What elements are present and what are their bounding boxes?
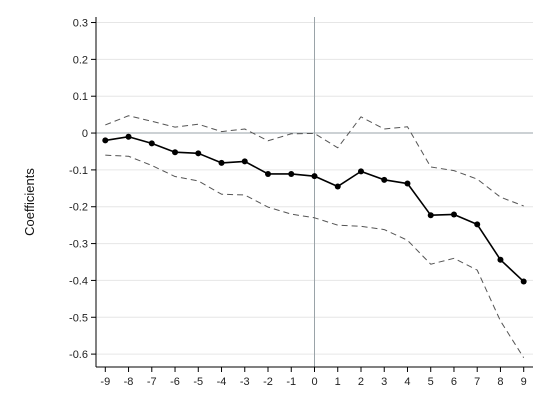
x-tick-label: 5 (428, 376, 434, 388)
coefficient-point (218, 159, 225, 166)
lower-ci-line (105, 154, 525, 359)
y-tick-label: -0.6 (69, 349, 88, 361)
y-tick-label: -0.3 (69, 239, 88, 251)
x-tick-label: -7 (147, 376, 157, 388)
upper-ci-line (105, 115, 524, 207)
axes: 0.3 0.2 0.1 0 -0.1 -0.2 -0.3 -0.4 -0.5 -0.6 -9 -8 -7… (69, 17, 533, 388)
y-axis-title: Coefficients (22, 168, 37, 236)
y-tick-label: -0.4 (69, 275, 88, 287)
x-tick-label: -2 (263, 376, 273, 388)
x-tick-label: 6 (451, 376, 457, 388)
y-tick-label: -0.2 (69, 202, 88, 214)
y-tick-label: 0.3 (73, 18, 88, 30)
coefficient-point (357, 168, 364, 175)
y-tick-label: 0 (82, 128, 88, 140)
x-tick-label: 0 (311, 376, 317, 388)
coefficient-point (195, 150, 202, 157)
x-tick-label: -6 (170, 376, 180, 388)
x-tick-label: 2 (358, 376, 364, 388)
x-tick-label: 8 (497, 376, 503, 388)
x-tick-label: -3 (240, 376, 250, 388)
coefficient-point (474, 221, 481, 228)
x-tick-label: 1 (335, 376, 341, 388)
coefficient-point (404, 180, 411, 187)
coefficient-point (241, 158, 248, 165)
y-tick-label: -0.5 (69, 312, 88, 324)
coefficient-point (381, 176, 388, 183)
x-tick-label: -4 (217, 376, 227, 388)
coefficient-point (148, 140, 155, 147)
coefficient-point (311, 173, 318, 180)
coefficient-point (172, 149, 179, 156)
x-tick-label: 3 (381, 376, 387, 388)
coefficient-point (450, 211, 457, 218)
coefficient-point (102, 137, 109, 144)
x-tick-label: 7 (474, 376, 480, 388)
x-tick-label: 9 (521, 376, 527, 388)
x-tick-label: -9 (100, 376, 110, 388)
coefficient-point (288, 170, 295, 177)
y-tick-label: -0.1 (69, 165, 88, 177)
coefficient-point (520, 278, 527, 285)
coefficient-point (427, 212, 434, 219)
x-tick-label: 4 (404, 376, 410, 388)
x-tick-label: -8 (124, 376, 134, 388)
x-tick-label: -1 (286, 376, 296, 388)
coefficient-point (497, 256, 504, 263)
coefficient-point (125, 133, 132, 140)
x-tick-label: -5 (193, 376, 203, 388)
series-layer (102, 115, 527, 359)
coefficient-point (334, 183, 341, 190)
y-tick-label: 0.1 (73, 91, 88, 103)
coefficient-point (265, 170, 272, 177)
reference-lines (96, 17, 533, 367)
y-tick-label: 0.2 (73, 54, 88, 66)
